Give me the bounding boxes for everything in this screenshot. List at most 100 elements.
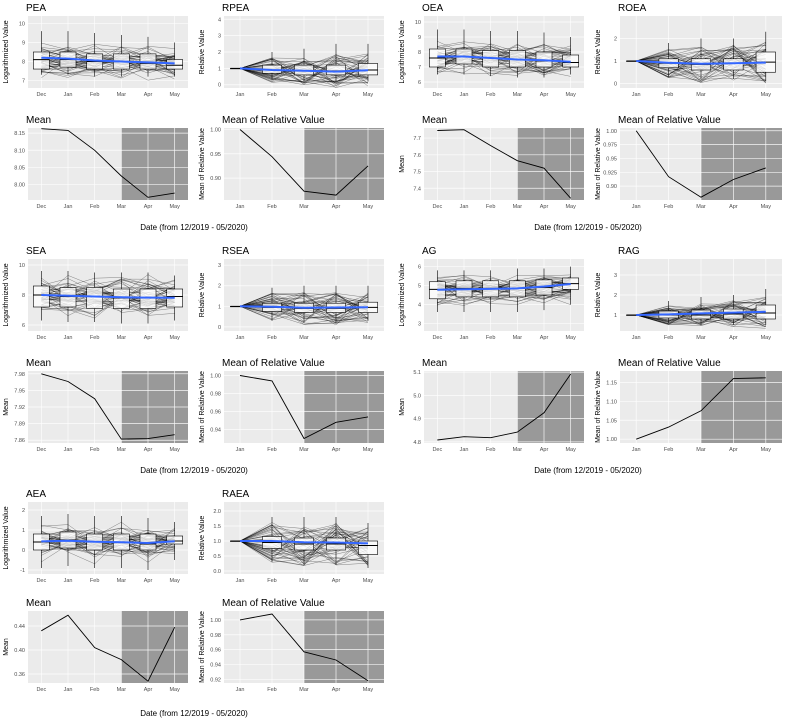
x-tick-label: Apr [144,578,153,584]
y-tick-label: -1 [20,568,25,574]
mean-line [41,614,176,682]
x-tick-label: Jan [632,204,641,210]
x-caption-2: Date (from 12/2019 - 05/2020) [534,223,642,232]
x-tick-label: Apr [332,687,341,693]
subject-line [41,43,175,60]
y-tick-label: 1.10 [606,399,617,405]
x-tick-label: Mar [696,335,706,341]
trend-line [239,305,369,309]
y-tick-label: 8.10 [14,148,25,154]
y-axis-label: Relative Value [199,30,206,75]
panel-ag: AG Logarithmized Value 3 4 5 6 Dec Jan Feb Mar Apr… [399,246,584,341]
box [113,288,130,309]
subject-line [41,295,175,319]
y-tick-label: 1.00 [606,437,617,443]
panel-title: Mean of Relative Value [222,115,325,126]
subject-line [41,534,175,554]
mean-line [239,613,369,682]
subject-line [239,302,369,324]
panel-rpea-mean: Mean of Relative Value Mean of Relative V… [199,115,384,210]
subject-line [437,41,571,58]
x-tick-label: Mar [299,335,309,341]
x-tick-label: Mar [513,447,523,453]
panel-title: Mean of Relative Value [222,358,325,369]
y-tick-label: 7.92 [14,405,25,411]
x-tick-label: May [169,578,180,584]
box [59,287,77,308]
x-tick-label: May [565,335,576,341]
x-tick-label: Feb [90,204,99,210]
panel-title: SEA [26,246,46,257]
x-tick-label: Dec [36,204,46,210]
subject-line [636,60,766,82]
y-tick-label: 6 [22,323,25,329]
x-tick-label: May [363,687,374,693]
trend-line [41,294,175,299]
subject-line [437,43,571,60]
x-tick-label: Dec [36,447,46,453]
subject-line [239,59,369,88]
panel-title: RPEA [222,3,250,14]
trend-line [636,310,766,316]
y-axis-label: Mean of Relative Value [199,371,206,443]
y-tick-label: 9 [22,41,25,47]
y-tick-label: 8.00 [14,183,25,189]
subject-line [239,524,369,566]
shaded-region [517,371,584,443]
subject-line [636,44,766,84]
panel-roea: ROEA Relative Value 0 1 2 Jan Feb Mar Apr May [595,3,782,98]
subject-line [239,53,369,85]
x-tick-label: Feb [486,447,495,453]
y-axis-label: Logarithmized Value [399,263,406,326]
y-tick-label: 8 [22,59,25,65]
subject-line [636,46,766,81]
x-tick-label: Apr [540,204,549,210]
x-caption-3: Date (from 12/2019 - 05/2020) [140,466,248,475]
trend-line [41,56,175,65]
panel-title: Mean [26,115,51,126]
plot-background [28,16,188,88]
y-tick-label: 10 [19,263,25,269]
panel-title: RSEA [222,246,250,257]
x-tick-label: Jan [64,204,73,210]
x-tick-label: Feb [267,687,276,693]
y-tick-label: 7.89 [14,422,25,428]
x-tick-label: Feb [267,92,276,98]
y-tick-label: 0 [218,83,221,89]
x-tick-label: Jan [236,204,245,210]
y-axis-label: Mean [3,638,10,656]
subject-line [437,274,571,286]
x-tick-label: Mar [117,447,127,453]
panel-title: Mean of Relative Value [618,358,721,369]
x-tick-label: Mar [513,92,523,98]
subject-line [41,278,175,292]
x-tick-label: Apr [729,92,738,98]
y-axis-label: Mean of Relative Value [595,371,602,443]
box [166,59,183,70]
x-tick-label: May [169,687,180,693]
x-tick-label: Apr [729,204,738,210]
y-tick-label: 8.15 [14,131,25,137]
x-tick-label: Apr [540,447,549,453]
x-tick-label: Jan [460,92,469,98]
y-tick-label: 3 [614,273,617,279]
y-tick-label: 8 [22,293,25,299]
y-tick-label: 5.1 [413,370,421,376]
x-tick-label: Jan [64,92,73,98]
y-tick-label: 2 [22,508,25,514]
x-tick-label: Apr [729,447,738,453]
box [86,287,103,309]
y-tick-label: 6 [418,80,421,86]
y-tick-label: 7.98 [14,372,25,378]
panel-rag-mean: Mean of Relative Value Mean of Relative V… [595,358,782,453]
x-tick-label: Feb [664,204,673,210]
x-tick-label: Mar [696,447,706,453]
y-tick-label: 0.90 [210,176,221,182]
y-tick-label: 7.6 [413,153,421,159]
y-tick-label: 1.00 [210,127,221,133]
x-tick-label: Mar [117,335,127,341]
y-axis-label: Mean of Relative Value [199,128,206,200]
x-tick-label: Jan [236,335,245,341]
subject-line [239,68,369,83]
x-tick-label: Apr [144,204,153,210]
